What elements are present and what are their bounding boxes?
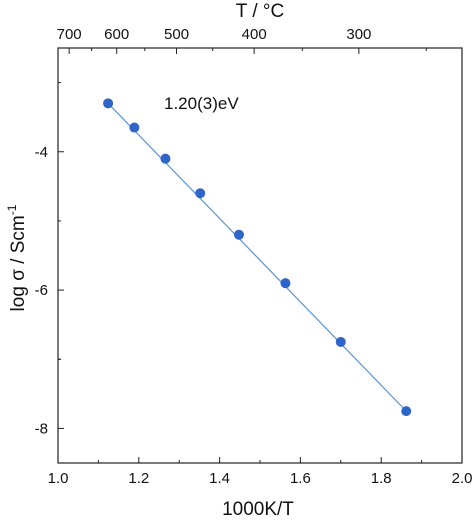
x-tick-label: 2.0 (452, 470, 473, 487)
x-tick-label: 1.0 (48, 470, 69, 487)
data-point (401, 406, 412, 417)
fit-line (107, 102, 407, 412)
top-tick-label: 400 (242, 26, 267, 43)
data-point (195, 188, 206, 199)
ticks-layer (57, 48, 463, 463)
y-tick-label: -8 (35, 420, 48, 437)
y-tick-label: -4 (35, 144, 48, 161)
points-layer (103, 98, 412, 417)
x-tick-label: 1.6 (290, 470, 311, 487)
data-point (233, 229, 244, 240)
data-point (160, 153, 171, 164)
x-axis-title: 1000K/T (222, 499, 294, 520)
x-tick-label: 1.2 (128, 470, 149, 487)
x-tick-label: 1.8 (371, 470, 392, 487)
top-axis-title: T / °C (236, 1, 284, 22)
x-tick-label: 1.4 (209, 470, 230, 487)
data-point (129, 122, 140, 133)
top-tick-label: 600 (104, 26, 129, 43)
data-point (103, 98, 114, 109)
top-tick-label: 300 (346, 26, 371, 43)
y-tick-label: -6 (35, 282, 48, 299)
y-axis-title-main: log σ / Scm (8, 215, 29, 311)
plot-frame (57, 47, 463, 464)
y-axis-title-sup: -1 (5, 204, 19, 215)
data-point (335, 336, 346, 347)
top-tick-label: 700 (57, 26, 82, 43)
annotation: 1.20(3)eV (164, 94, 239, 113)
tick-labels-layer: 1.0 1.2 1.4 1.6 1.8 2.0 -4 -6 -8 700 600 500 400 300 (35, 26, 473, 487)
top-tick-label: 500 (164, 26, 189, 43)
data-point (280, 278, 291, 289)
y-axis-title: log σ / Scm-1 (5, 204, 29, 311)
